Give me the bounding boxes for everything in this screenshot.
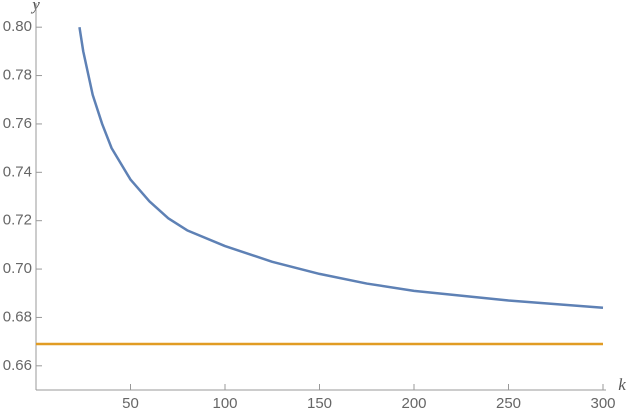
x-tick-label: 150	[307, 395, 332, 412]
x-tick-label: 250	[496, 395, 521, 412]
y-tick-label: 0.70	[3, 260, 32, 277]
x-tick-label: 300	[590, 395, 615, 412]
line-series	[78, 26, 604, 310]
x-tick-label: 50	[122, 395, 139, 412]
y-tick-label: 0.80	[3, 18, 32, 35]
y-tick-label: 0.78	[3, 67, 32, 84]
x-tick-label: 200	[401, 395, 426, 412]
y-tick-label: 0.68	[3, 308, 32, 325]
y-axis-title: y	[30, 0, 40, 14]
y-tick-label: 0.76	[3, 115, 32, 132]
x-tick-label: 100	[212, 395, 237, 412]
y-tick-label: 0.72	[3, 212, 32, 229]
x-axis-title: k	[618, 375, 626, 394]
y-tick-label: 0.66	[3, 357, 32, 374]
y-tick-label: 0.74	[3, 163, 32, 180]
